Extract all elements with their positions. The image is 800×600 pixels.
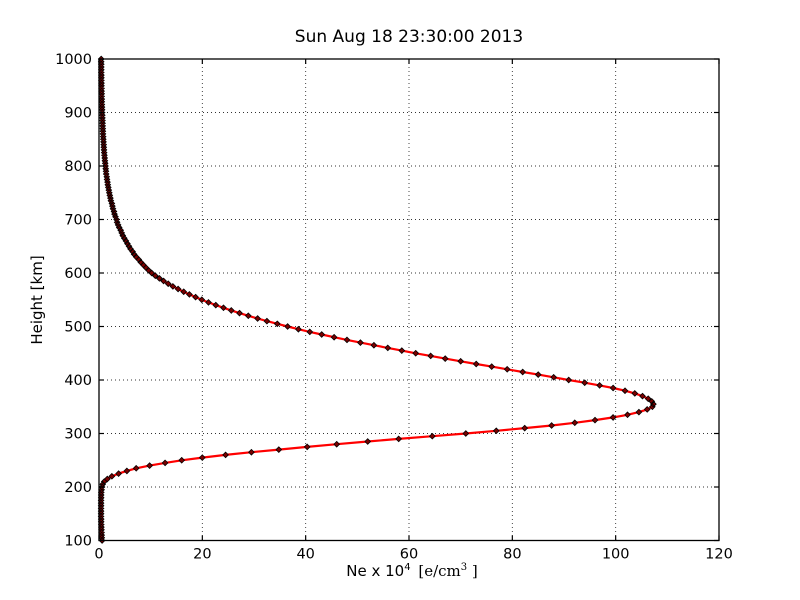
y-tick-label: 400 — [64, 373, 92, 389]
y-tick-label: 200 — [64, 480, 92, 496]
x-tick-label: 120 — [705, 547, 733, 563]
x-tick-label: 60 — [400, 547, 418, 563]
chart-title: Sun Aug 18 23:30:00 2013 — [294, 27, 524, 47]
x-tick-label: 80 — [503, 547, 521, 563]
xlabel-exponent: 4 — [404, 562, 411, 573]
y-tick-label: 600 — [64, 266, 92, 282]
grid-lines — [99, 59, 719, 541]
y-tick-label: 500 — [64, 320, 92, 336]
axis-ticks — [98, 58, 720, 542]
x-tick-label: 100 — [602, 547, 630, 563]
data-point-markers — [97, 55, 657, 544]
y-tick-label: 300 — [64, 427, 92, 443]
xlabel-units-exponent: 3 — [460, 562, 468, 573]
y-tick-label: 100 — [64, 534, 92, 550]
y-tick-label: 900 — [64, 106, 92, 122]
y-axis-label: Height [km] — [28, 255, 46, 345]
y-tick-label: 700 — [64, 213, 92, 229]
y-tick-label: 800 — [64, 159, 92, 175]
y-tick-labels: 100 200 300 400 500 600 700 800 900 1000 — [55, 52, 92, 550]
x-axis-label: Ne x 104 [e/cm3 ] — [346, 562, 478, 580]
xlabel-close-bracket: ] — [467, 562, 478, 580]
xlabel-open-bracket: [ — [415, 562, 425, 580]
x-tick-label: 40 — [296, 547, 314, 563]
electron-density-curve — [100, 57, 655, 542]
y-tick-label: 1000 — [55, 52, 92, 68]
xlabel-math-units: e/cm — [424, 562, 461, 580]
xlabel-base: Ne x 10 — [346, 562, 405, 580]
x-tick-label: 0 — [94, 547, 103, 563]
x-tick-labels: 0 20 40 60 80 100 120 — [94, 547, 732, 563]
x-tick-label: 20 — [193, 547, 211, 563]
